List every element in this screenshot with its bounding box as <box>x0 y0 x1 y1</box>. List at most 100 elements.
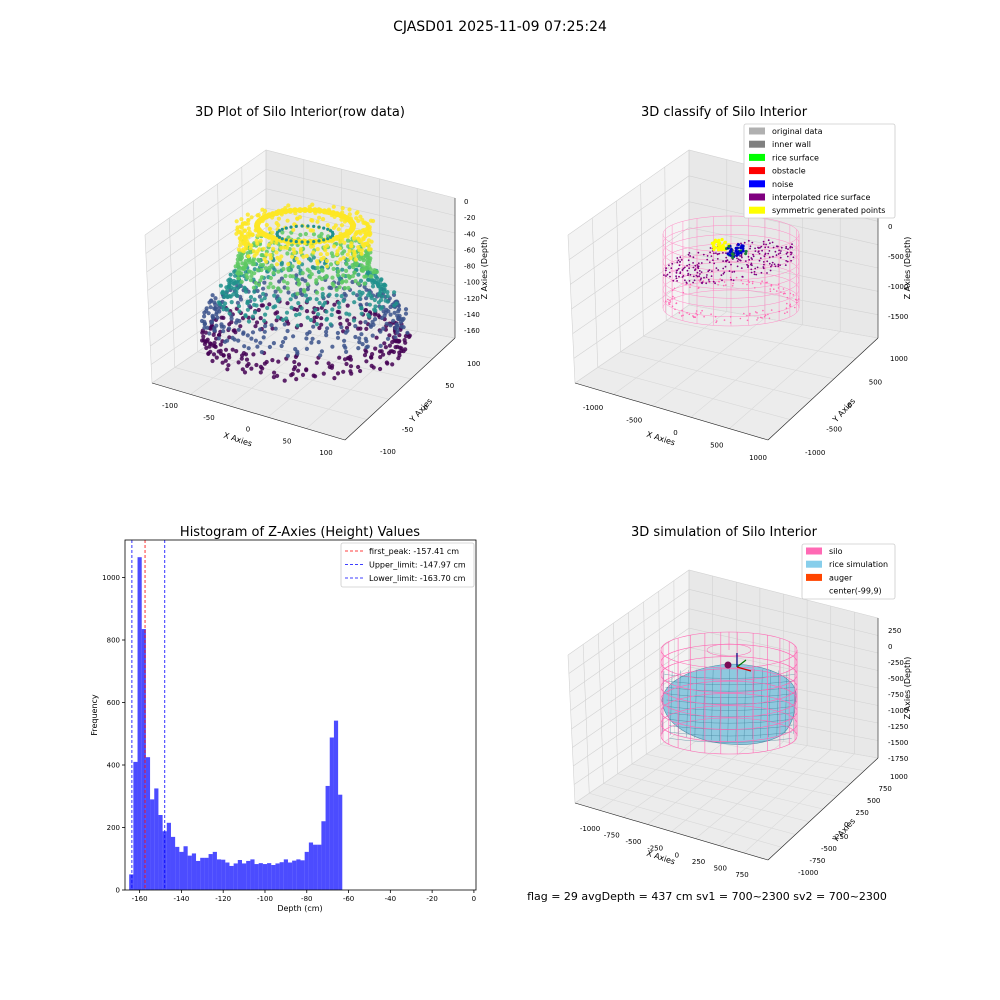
simulation-legend-swatch <box>806 573 822 581</box>
histogram-bar <box>267 863 272 891</box>
interpolated-point <box>751 264 753 267</box>
raw-point <box>316 207 323 214</box>
histogram-bar <box>233 863 238 890</box>
raw-point <box>327 292 332 297</box>
raw-point <box>213 296 218 301</box>
simulation-z-tick: -750 <box>888 691 904 699</box>
raw-point <box>236 327 241 332</box>
raw-point <box>283 336 288 341</box>
raw-point <box>294 224 298 228</box>
raw-point <box>211 332 216 337</box>
simulation-y-tick: 750 <box>879 785 892 793</box>
raw-point <box>315 259 320 264</box>
raw-point <box>363 274 368 279</box>
histogram-bar <box>200 857 205 890</box>
interpolated-point <box>663 274 665 276</box>
raw-point <box>377 349 383 354</box>
interpolated-point <box>754 247 756 250</box>
simulation-x-tick: -1000 <box>580 825 600 833</box>
inner-wall-point <box>714 315 717 318</box>
inner-wall-point <box>754 287 756 289</box>
raw-z-tick: -120 <box>464 295 480 303</box>
raw-point <box>250 232 255 237</box>
raw-point <box>210 358 215 364</box>
interpolated-point <box>730 278 733 281</box>
raw-point <box>280 230 285 235</box>
simulation-legend-swatch <box>806 587 822 595</box>
histogram-bar <box>196 860 201 890</box>
raw-point <box>324 309 329 314</box>
raw-point <box>364 326 369 331</box>
histogram-title: Histogram of Z-Axies (Height) Values <box>180 525 420 540</box>
raw-point <box>261 246 266 251</box>
interpolated-point <box>777 253 780 255</box>
raw-point <box>257 247 262 252</box>
raw-point <box>314 297 319 302</box>
raw-point <box>247 229 252 235</box>
raw-point <box>333 223 338 228</box>
raw-point <box>373 317 378 322</box>
raw-point <box>242 344 247 349</box>
raw-point <box>294 240 298 244</box>
inner-wall-point <box>789 305 792 308</box>
interpolated-point <box>761 249 763 252</box>
inner-wall-point <box>786 311 788 313</box>
interpolated-point <box>740 267 743 269</box>
raw-point <box>352 236 357 241</box>
interpolated-point <box>778 249 780 252</box>
raw-point <box>357 296 362 301</box>
interpolated-point <box>753 270 756 273</box>
raw-point <box>324 274 329 279</box>
raw-y-tick: -100 <box>380 448 396 456</box>
raw-point <box>370 319 375 324</box>
interpolated-point <box>764 246 767 249</box>
simulation-y-tick: -750 <box>810 857 826 865</box>
histogram-bar <box>258 863 263 891</box>
interpolated-point <box>733 270 736 273</box>
interpolated-point <box>714 282 716 285</box>
raw-point <box>301 254 306 259</box>
interpolated-point <box>698 270 701 272</box>
raw-point <box>209 319 215 324</box>
raw-point <box>405 330 410 335</box>
raw-point <box>261 291 266 296</box>
raw-point <box>370 333 375 338</box>
interpolated-point <box>760 245 763 248</box>
interpolated-point <box>699 278 702 281</box>
raw-point <box>296 362 302 367</box>
raw-point <box>336 227 341 232</box>
raw-point <box>294 377 299 382</box>
interpolated-point <box>768 250 771 252</box>
raw-point <box>262 296 267 301</box>
raw-point <box>347 265 352 270</box>
interpolated-point <box>771 261 774 264</box>
raw-point <box>297 207 303 214</box>
raw-point <box>373 274 378 279</box>
raw-point <box>353 278 358 284</box>
raw-point <box>339 280 344 285</box>
interpolated-point <box>790 253 792 256</box>
interpolated-point <box>709 247 712 249</box>
simulation-legend-label: auger <box>829 573 853 582</box>
classify-legend-swatch <box>749 193 765 201</box>
interpolated-point <box>774 250 777 253</box>
rice-surface-mesh <box>760 669 763 738</box>
interpolated-point <box>713 262 716 265</box>
raw-point <box>396 309 401 314</box>
raw-point <box>363 336 368 341</box>
noise-point <box>741 246 745 250</box>
classify-legend-label: noise <box>772 180 793 189</box>
interpolated-point <box>773 263 776 266</box>
raw-point <box>358 292 363 298</box>
grid-line <box>658 591 661 745</box>
interpolated-point <box>700 277 702 280</box>
inner-wall-point <box>765 281 767 284</box>
grid-line <box>567 654 576 804</box>
raw-point <box>360 217 365 222</box>
raw-point <box>304 336 309 341</box>
raw-point <box>329 251 334 256</box>
raw-point <box>366 247 372 252</box>
raw-point <box>365 221 370 227</box>
raw-point <box>239 225 244 230</box>
inner-wall-point <box>729 276 732 279</box>
